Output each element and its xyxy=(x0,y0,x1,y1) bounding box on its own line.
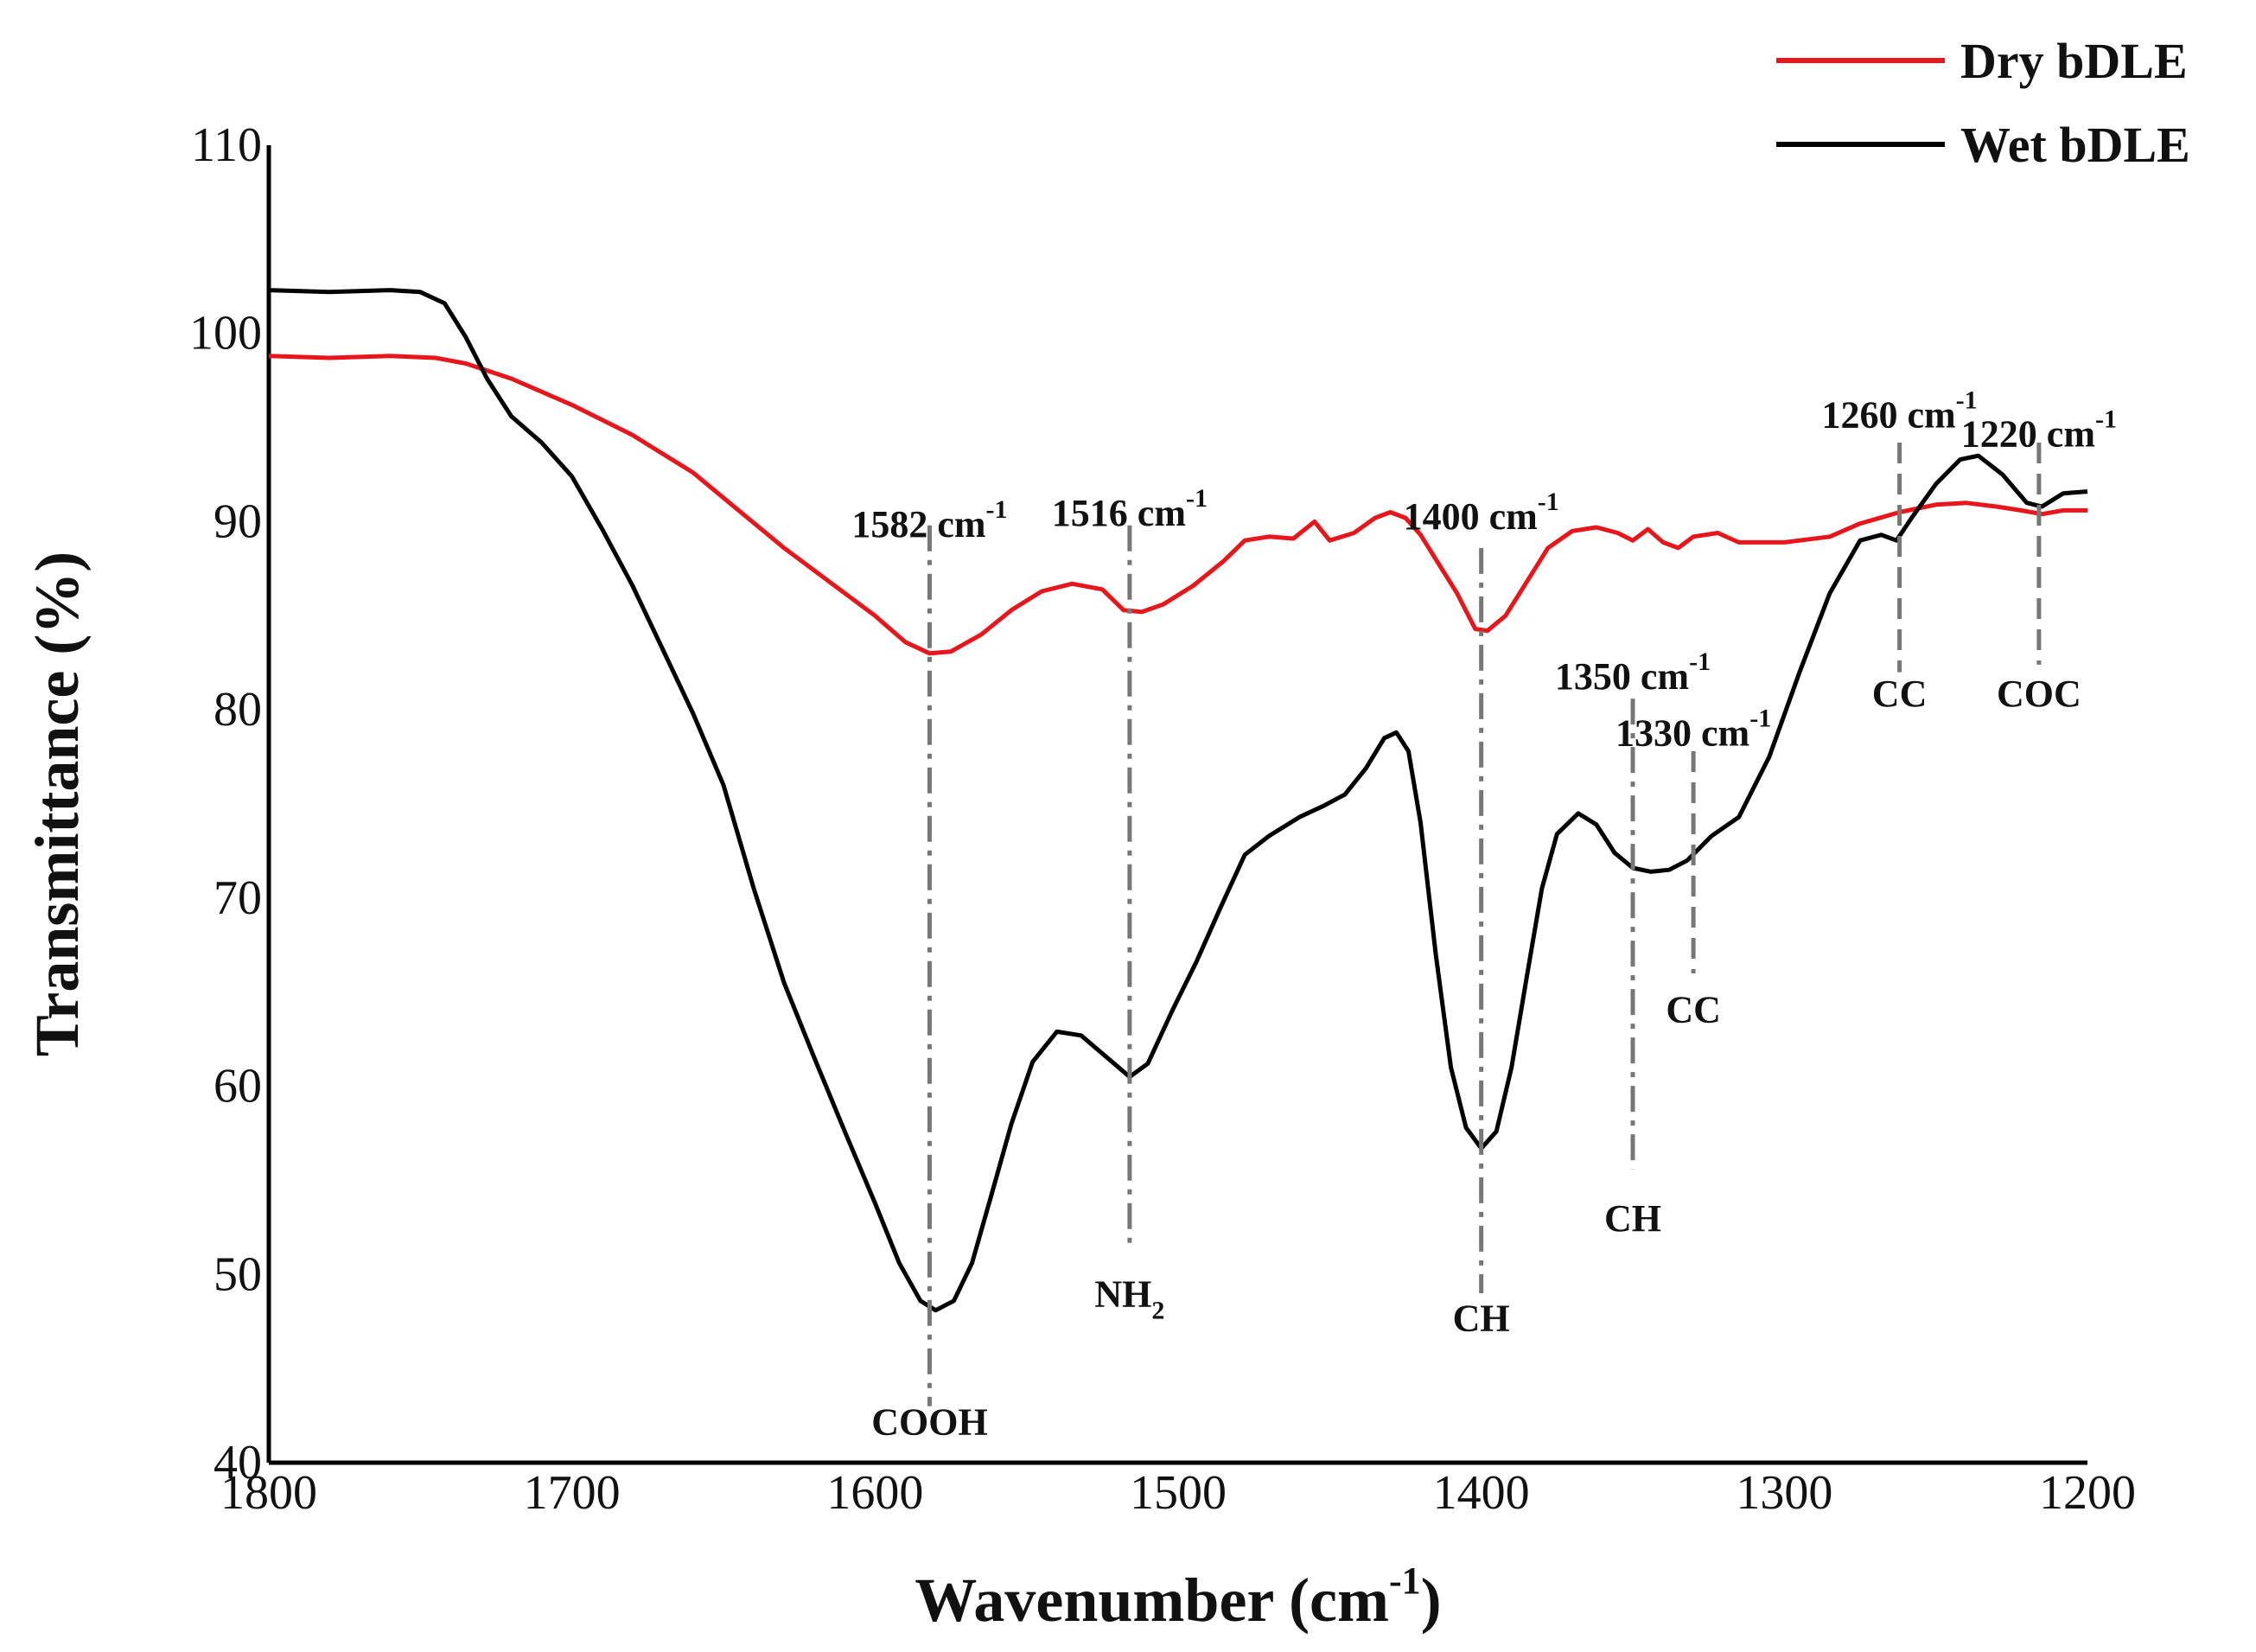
peak-group-label: CH xyxy=(1604,1197,1661,1240)
legend: Dry bDLE Wet bDLE xyxy=(1776,33,2190,173)
peak-group-text: NH xyxy=(1094,1272,1151,1315)
y-axis-title: Transmittance (%) xyxy=(22,552,92,1057)
peak-group-label: COOH xyxy=(871,1400,987,1443)
peak-wavenumber-sup: -1 xyxy=(1956,386,1978,415)
y-tick-label: 80 xyxy=(213,683,262,737)
peak-group-text: CH xyxy=(1604,1197,1661,1240)
peak-group-text: CC xyxy=(1872,673,1928,715)
x-tick-label: 1500 xyxy=(1130,1466,1227,1520)
legend-label-dry: Dry bDLE xyxy=(1960,33,2188,89)
x-tick-label: 1800 xyxy=(220,1466,317,1520)
peak-wavenumber-sup: -1 xyxy=(1538,488,1559,516)
peak-wavenumber-text: 1330 cm xyxy=(1616,712,1749,755)
peak-wavenumber-sup: -1 xyxy=(986,495,1008,524)
x-axis-title-unit: (cm xyxy=(1289,1566,1389,1635)
peak-wavenumber-text: 1400 cm xyxy=(1404,495,1538,538)
peak-group-label: NH2 xyxy=(1094,1272,1164,1324)
x-axis-title-main: Wavenumber xyxy=(915,1566,1273,1635)
peak-group-label: CC xyxy=(1666,989,1721,1031)
peak-wavenumber-sup: -1 xyxy=(2095,405,2117,433)
peak-wavenumber-label: 1400 cm-1 xyxy=(1404,488,1559,538)
peak-group-text: COOH xyxy=(871,1400,987,1443)
peak-group-label: COC xyxy=(1997,673,2081,715)
peak-wavenumber-text: 1260 cm xyxy=(1821,394,1955,437)
peak-wavenumber-label: 1260 cm-1 xyxy=(1821,386,1977,437)
x-tick-label: 1200 xyxy=(2039,1466,2136,1520)
peak-wavenumber-label: 1330 cm-1 xyxy=(1616,705,1771,755)
y-tick-label: 60 xyxy=(213,1060,262,1113)
y-tick-label: 50 xyxy=(213,1247,262,1301)
peak-wavenumber-label: 1582 cm-1 xyxy=(851,495,1007,545)
x-tick-labels: 1800 1700 1600 1500 1400 1300 1200 xyxy=(220,1466,2136,1520)
x-tick-label: 1600 xyxy=(826,1466,923,1520)
y-tick-label: 110 xyxy=(191,118,262,172)
peak-wavenumber-sup: -1 xyxy=(1749,705,1771,733)
x-tick-label: 1400 xyxy=(1433,1466,1530,1520)
series-layer xyxy=(268,288,2088,1313)
x-tick-label: 1700 xyxy=(524,1466,621,1520)
peak-wavenumber-text: 1220 cm xyxy=(1961,412,2095,455)
peak-group-sub: 2 xyxy=(1151,1296,1164,1324)
peak-group-text: COC xyxy=(1997,673,2081,715)
y-tick-label: 100 xyxy=(189,307,262,360)
y-tick-label: 70 xyxy=(213,871,262,925)
x-tick-label: 1300 xyxy=(1736,1466,1832,1520)
peak-group-label: CH xyxy=(1453,1298,1510,1340)
peak-group-text: CC xyxy=(1666,989,1721,1031)
peak-wavenumber-text: 1350 cm xyxy=(1555,655,1689,698)
peak-wavenumber-sup: -1 xyxy=(1186,484,1208,513)
peak-wavenumber-sup: -1 xyxy=(1689,647,1711,676)
peak-wavenumber-label: 1516 cm-1 xyxy=(1052,484,1208,534)
peak-group-label: CC xyxy=(1872,673,1928,715)
series-line-dry-bdle xyxy=(268,354,2087,656)
y-tick-labels: 110 100 90 80 70 60 50 40 xyxy=(189,118,262,1489)
x-axis-title-close: ) xyxy=(1421,1566,1442,1635)
x-axis-title: Wavenumber (cm-1) xyxy=(915,1560,1441,1635)
peak-group-text: CH xyxy=(1453,1298,1510,1340)
y-tick-label: 90 xyxy=(213,494,262,548)
peak-wavenumber-label: 1220 cm-1 xyxy=(1961,405,2117,455)
peak-wavenumber-label: 1350 cm-1 xyxy=(1555,647,1711,698)
series-line-wet-bdle xyxy=(268,288,2088,1313)
x-axis-title-sup: -1 xyxy=(1389,1560,1421,1602)
legend-label-wet: Wet bDLE xyxy=(1960,117,2190,173)
peak-wavenumber-text: 1516 cm xyxy=(1052,492,1186,534)
y-tick-label: 40 xyxy=(213,1436,262,1489)
peak-wavenumber-text: 1582 cm xyxy=(851,503,985,545)
